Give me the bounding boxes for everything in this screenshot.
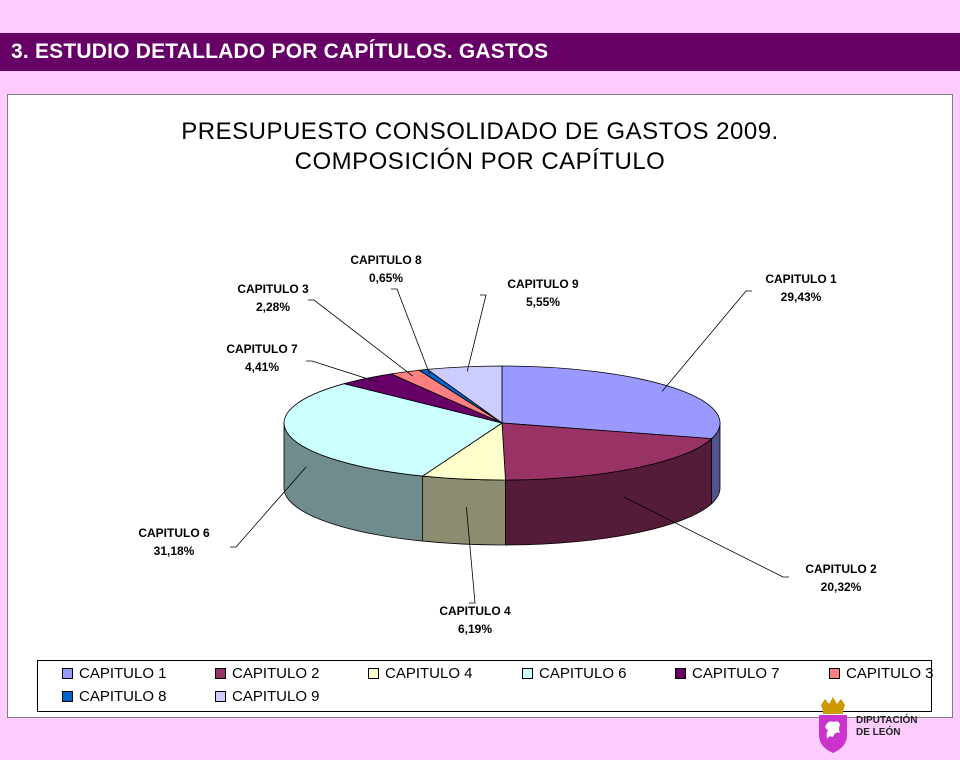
legend-item-capitulo-3: CAPITULO 3 [829, 665, 934, 685]
header-bar: 3. ESTUDIO DETALLADO POR CAPÍTULOS. GAST… [0, 33, 960, 71]
legend-swatch [62, 667, 73, 679]
legend-swatch [522, 667, 533, 679]
leader-line-capitulo-8 [391, 288, 431, 375]
legend-label: CAPITULO 2 [232, 665, 320, 682]
chart-title: PRESUPUESTO CONSOLIDADO DE GASTOS 2009. … [8, 117, 952, 177]
legend-swatch [215, 690, 226, 702]
legend-item-capitulo-2: CAPITULO 2 [215, 665, 320, 685]
legend-label: CAPITULO 7 [692, 665, 780, 682]
leader-line-capitulo-3 [308, 299, 414, 377]
chart-title-line-2: COMPOSICIÓN POR CAPÍTULO [294, 148, 666, 175]
legend-item-capitulo-1: CAPITULO 1 [62, 665, 167, 685]
data-label-name-capitulo-1: CAPITULO 1 [765, 272, 837, 286]
legend-item-capitulo-7: CAPITULO 7 [675, 665, 780, 685]
diputacion-logo: DIPUTACIÓN DE LEÓN [813, 695, 953, 755]
pie-slice-capitulo-6 [283, 383, 503, 477]
data-label-value-capitulo-2: 20,32% [821, 580, 862, 594]
legend-label: CAPITULO 9 [232, 688, 320, 705]
data-label-name-capitulo-2: CAPITULO 2 [805, 562, 877, 576]
pie-slice-capitulo-1 [501, 365, 721, 440]
pie-side-capitulo-4 [422, 475, 506, 546]
legend-item-capitulo-4: CAPITULO 4 [368, 665, 473, 685]
legend-item-capitulo-8: CAPITULO 8 [62, 688, 167, 708]
leader-line-capitulo-9 [466, 294, 487, 372]
data-label-name-capitulo-8: CAPITULO 8 [350, 253, 422, 267]
data-label-name-capitulo-7: CAPITULO 7 [226, 342, 298, 356]
data-label-name-capitulo-6: CAPITULO 6 [138, 526, 210, 540]
pie-sides [283, 422, 721, 546]
logo-line-2: DE LEÓN [856, 727, 901, 738]
data-label-value-capitulo-7: 4,41% [245, 360, 279, 374]
leader-line-capitulo-1 [661, 290, 752, 392]
legend-swatch [675, 667, 686, 679]
data-label-name-capitulo-4: CAPITULO 4 [439, 604, 511, 618]
pie-tops [283, 365, 721, 481]
leader-line-capitulo-2 [623, 496, 789, 578]
data-label-value-capitulo-4: 6,19% [458, 622, 492, 636]
legend-swatch [829, 667, 840, 679]
pie-chart: CAPITULO 1 29,43% CAPITULO 2 20,32% CAPITULO… [138, 253, 877, 636]
data-label-value-capitulo-6: 31,18% [154, 544, 195, 558]
leader-line-capitulo-7 [306, 360, 378, 383]
data-label-name-capitulo-9: CAPITULO 9 [507, 277, 579, 291]
legend-swatch [62, 690, 73, 702]
legend-swatch [368, 667, 379, 679]
data-label-value-capitulo-3: 2,28% [256, 300, 290, 314]
legend-label: CAPITULO 1 [79, 665, 167, 682]
data-label-value-capitulo-1: 29,43% [781, 290, 822, 304]
chart-legend: CAPITULO 1 CAPITULO 2 CAPITULO 4 CAPITULO 6… [37, 660, 934, 712]
legend-label: CAPITULO 3 [846, 665, 934, 682]
logo-line-1: DIPUTACIÓN [856, 715, 918, 726]
pie-labels: CAPITULO 1 29,43% CAPITULO 2 20,32% CAPITULO… [138, 253, 877, 636]
data-label-value-capitulo-8: 0,65% [369, 271, 403, 285]
legend-item-capitulo-6: CAPITULO 6 [522, 665, 627, 685]
logo-text: DIPUTACIÓN DE LEÓN [856, 715, 917, 739]
data-label-value-capitulo-9: 5,55% [526, 295, 560, 309]
coat-of-arms-lion-icon [819, 697, 847, 753]
page-title: 3. ESTUDIO DETALLADO POR CAPÍTULOS. GAST… [11, 40, 549, 63]
chart-panel: PRESUPUESTO CONSOLIDADO DE GASTOS 2009. … [7, 94, 953, 753]
leader-line-capitulo-6 [230, 466, 307, 548]
legend-label: CAPITULO 6 [539, 665, 627, 682]
legend-swatch [215, 667, 226, 679]
legend-label: CAPITULO 4 [385, 665, 473, 682]
legend-label: CAPITULO 8 [79, 688, 167, 705]
data-label-name-capitulo-3: CAPITULO 3 [237, 282, 309, 296]
chart-title-line-1: PRESUPUESTO CONSOLIDADO DE GASTOS 2009. [181, 118, 779, 145]
leader-line-capitulo-4 [466, 507, 476, 604]
pie-slice-capitulo-2 [501, 422, 713, 481]
legend-item-capitulo-9: CAPITULO 9 [215, 688, 320, 708]
